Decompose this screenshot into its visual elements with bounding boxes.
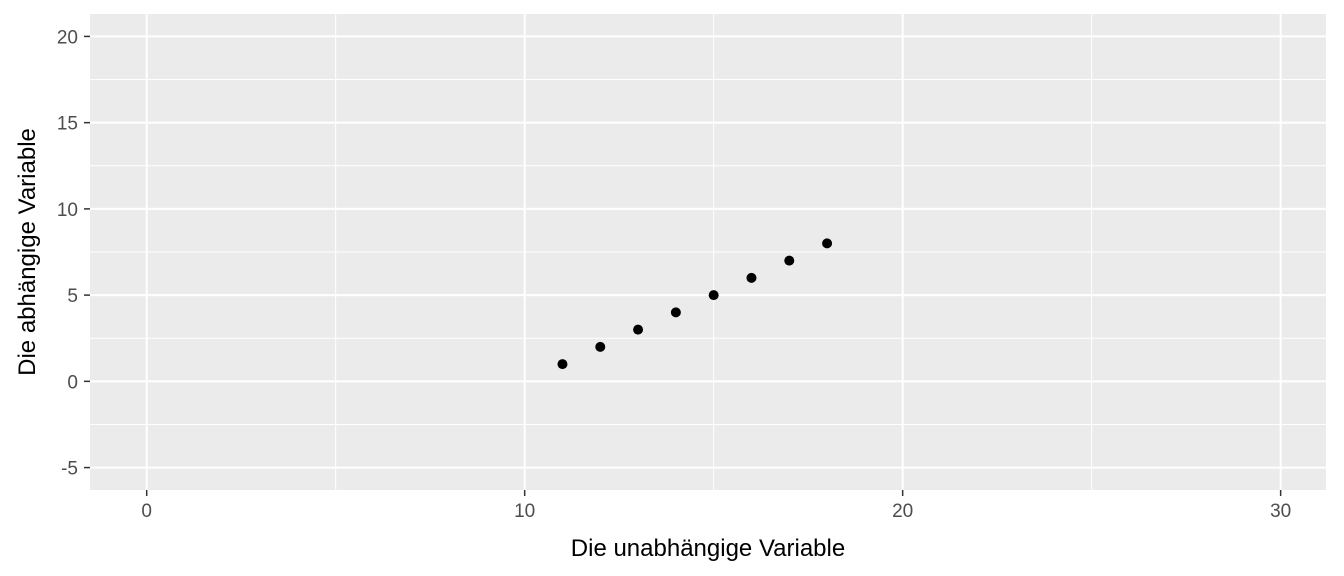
y-axis: -5 0 5 10 15 20	[57, 27, 90, 480]
x-tick-label: 0	[141, 501, 152, 522]
y-axis-title: Die abhängige Variable	[14, 128, 41, 376]
major-gridlines	[90, 14, 1326, 490]
y-tick-label: 20	[57, 27, 78, 48]
data-point	[708, 290, 719, 301]
y-tick-label: 15	[57, 114, 78, 135]
x-tick-label: 10	[514, 501, 535, 522]
x-tick-label: 20	[892, 501, 913, 522]
data-point	[670, 307, 681, 318]
y-tick-label: 0	[67, 372, 78, 393]
y-tick-label: -5	[61, 459, 78, 480]
data-point	[746, 272, 757, 283]
x-axis: 0 10 20 30	[141, 490, 1291, 522]
data-point	[633, 324, 644, 335]
y-tick-label: 5	[67, 286, 78, 307]
x-tick-label: 30	[1270, 501, 1291, 522]
minor-gridlines	[90, 14, 1326, 490]
data-point	[822, 238, 833, 249]
data-point	[595, 341, 606, 352]
data-points	[557, 238, 833, 370]
y-tick-label: 10	[57, 200, 78, 221]
x-axis-title: Die unabhängige Variable	[571, 535, 845, 562]
data-point	[784, 255, 795, 266]
data-point	[557, 359, 568, 370]
